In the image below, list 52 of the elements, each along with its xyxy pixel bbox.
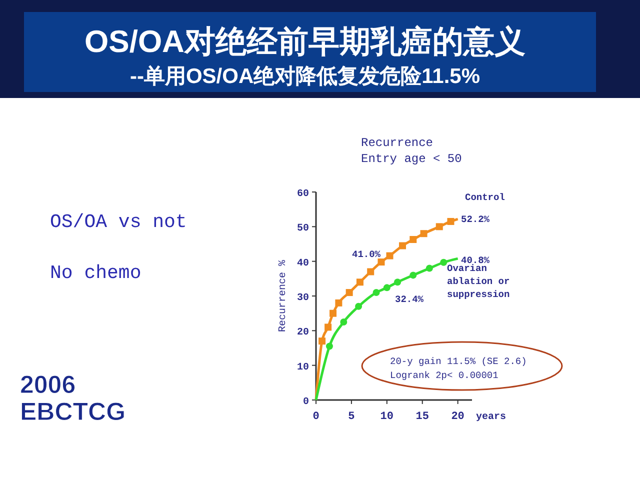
point [367, 268, 374, 276]
x-tick-label: 20 [451, 411, 464, 423]
annotation: 20-y gain 11.5% (SE 2.6) [390, 356, 527, 367]
point [324, 324, 332, 331]
chart-title: OS/OA对绝经前早期乳癌的意义 [84, 24, 526, 59]
point [378, 258, 385, 266]
y-tick-label: 50 [296, 224, 309, 235]
text: Recurrence [361, 136, 434, 150]
point [426, 264, 433, 272]
point [383, 284, 390, 292]
point [440, 258, 448, 266]
point [410, 236, 417, 243]
y-tick-label: 40 [296, 258, 309, 270]
text: 2006 EBCTCG [20, 371, 126, 426]
point [394, 278, 402, 286]
y-tick-label: 0 [302, 397, 309, 408]
series-label: Ovarian ablation or suppression [447, 263, 510, 300]
y-tick-label: 30 [296, 293, 309, 304]
text: Entry age < 50 [361, 152, 462, 166]
point [420, 230, 428, 238]
y-tick-label: 20 [296, 328, 309, 339]
x-tick-label: 5 [348, 411, 356, 423]
point [340, 318, 348, 326]
point [410, 272, 417, 279]
annotation: 32.4% [395, 294, 424, 305]
point [326, 342, 333, 350]
series-label: Control [465, 192, 506, 203]
y-axis-title: Recurrence % [278, 260, 289, 332]
point [330, 310, 337, 317]
annotation: 41.0% [352, 249, 381, 260]
chart-subtitle: --单用OS/OA绝对降低复发危险11.5% [130, 65, 480, 88]
y-tick-label: 60 [296, 189, 309, 200]
x-tick-label: 15 [416, 411, 430, 423]
point [447, 218, 454, 225]
x-axis-title: years [476, 412, 506, 423]
text: OS/OA vs not [50, 211, 187, 233]
point [356, 278, 364, 286]
point [346, 289, 353, 296]
point [436, 223, 443, 230]
y-tick-label: 10 [296, 362, 309, 374]
text: No chemo [50, 262, 142, 284]
point [335, 299, 342, 306]
point [372, 289, 380, 296]
point [399, 242, 406, 250]
point [355, 302, 362, 310]
point [386, 252, 394, 260]
x-tick-label: 0 [312, 411, 320, 423]
annotation: 52.2% [461, 214, 490, 225]
point [318, 338, 326, 345]
annotation: 40.8% [461, 255, 490, 266]
x-tick-label: 10 [380, 411, 394, 423]
annotation: Logrank 2p< 0.00001 [390, 370, 499, 381]
